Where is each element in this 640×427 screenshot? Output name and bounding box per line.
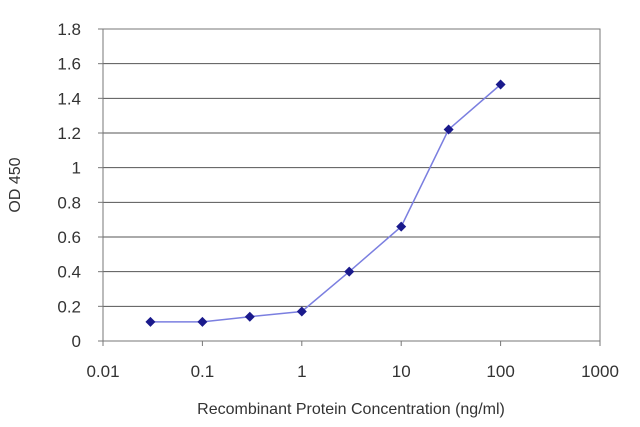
data-point bbox=[244, 311, 255, 322]
y-tick-label: 1.4 bbox=[57, 89, 81, 108]
x-tick-label: 0.1 bbox=[191, 362, 215, 381]
y-tick-label: 0.2 bbox=[57, 297, 81, 316]
x-tick-label: 0.01 bbox=[86, 362, 119, 381]
y-tick-label: 0.8 bbox=[57, 193, 81, 212]
data-point bbox=[145, 316, 156, 327]
x-tick-label: 10 bbox=[392, 362, 411, 381]
y-tick-labels: 0 0.2 0.4 0.6 0.8 1 1.2 1.4 1.6 1.8 bbox=[57, 20, 103, 351]
plot-area-frame bbox=[102, 28, 601, 342]
x-tick-labels: 0.01 0.1 1 10 100 1000 bbox=[86, 341, 619, 381]
y-axis-title: OD 450 bbox=[7, 157, 24, 212]
data-point bbox=[197, 316, 208, 327]
y-tick-label: 1.6 bbox=[57, 55, 81, 74]
y-tick-label: 1 bbox=[72, 159, 81, 178]
x-tick-label: 1000 bbox=[581, 362, 619, 381]
data-point bbox=[296, 306, 307, 317]
gridlines bbox=[103, 63, 600, 307]
x-axis-title: Recombinant Protein Concentration (ng/ml… bbox=[197, 401, 505, 418]
y-tick-label: 1.8 bbox=[57, 20, 81, 39]
x-tick-label: 1 bbox=[297, 362, 306, 381]
y-tick-label: 0.6 bbox=[57, 228, 81, 247]
data-point bbox=[443, 124, 454, 135]
data-point bbox=[396, 221, 407, 232]
series-layer bbox=[145, 79, 506, 327]
data-point bbox=[344, 266, 355, 277]
data-point bbox=[495, 79, 506, 90]
y-tick-label: 1.2 bbox=[57, 124, 81, 143]
x-tick-label: 100 bbox=[486, 362, 514, 381]
y-tick-label: 0.4 bbox=[57, 263, 81, 282]
series-line bbox=[150, 83, 502, 323]
y-tick-label: 0 bbox=[72, 332, 81, 351]
